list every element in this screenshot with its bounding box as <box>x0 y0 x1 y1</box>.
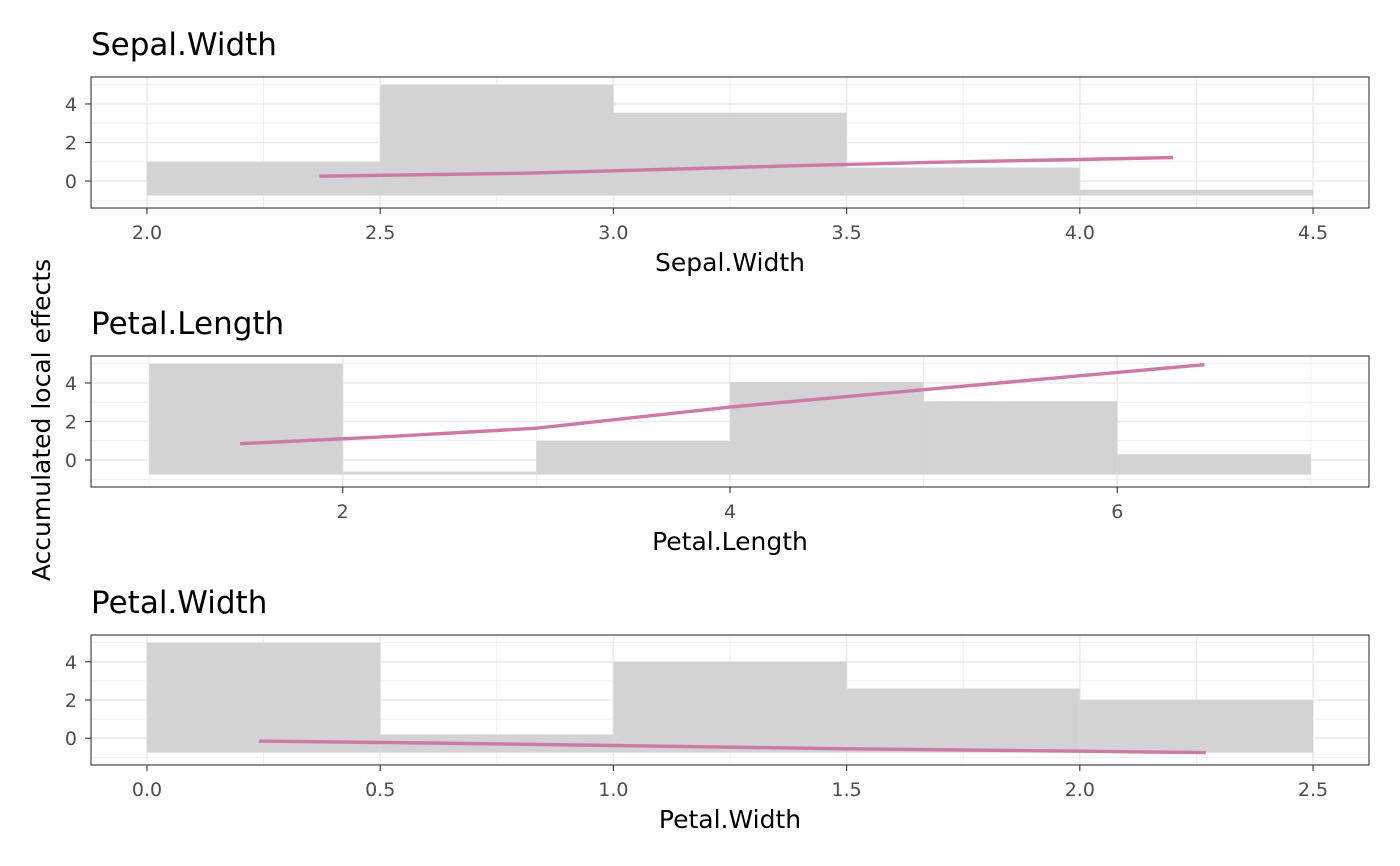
x-tick-label: 0.0 <box>132 779 162 801</box>
ale-line <box>240 363 1205 446</box>
histogram-bar <box>846 167 1080 196</box>
x-tick-label: 6 <box>1111 501 1123 523</box>
y-tick-label: 2 <box>65 412 77 434</box>
y-tick-label: 0 <box>65 450 77 472</box>
panel-1: Sepal.Width 2.0 2.5 3.0 3.5 4.0 4.5 0 2 4 Sepal.Wi… <box>65 27 1370 277</box>
y-tick-label: 0 <box>65 171 77 193</box>
histogram-bar <box>380 84 614 196</box>
ale-line <box>319 155 1174 178</box>
x-tick-label: 4.5 <box>1298 222 1328 244</box>
x-axis-label: Sepal.Width <box>655 248 805 277</box>
x-tick-label: 3.0 <box>598 222 628 244</box>
shared-y-axis-label: Accumulated local effects <box>27 259 56 581</box>
y-tick-label: 4 <box>65 373 77 395</box>
x-tick-label: 1.5 <box>831 779 861 801</box>
x-tick-label: 2.5 <box>1298 779 1328 801</box>
panel-title: Petal.Length <box>91 306 284 342</box>
x-tick-label: 2.0 <box>132 222 162 244</box>
x-tick-label: 2.5 <box>365 222 395 244</box>
panels-container: Sepal.Width 2.0 2.5 3.0 3.5 4.0 4.5 0 2 4 Sepal.Wi… <box>65 27 1370 834</box>
panel-2: Petal.Length 2 4 6 0 2 4 Petal.Length <box>65 306 1370 556</box>
y-tick-label: 2 <box>65 133 77 155</box>
panel-title: Petal.Width <box>91 585 267 621</box>
histogram-bar <box>613 661 847 753</box>
y-tick-label: 0 <box>65 728 77 750</box>
y-tick-label: 2 <box>65 690 77 712</box>
ale-line <box>258 739 1206 755</box>
histogram-bar <box>1079 189 1314 196</box>
histogram-bar <box>149 363 343 475</box>
x-tick-label: 4.0 <box>1065 222 1095 244</box>
x-tick-label: 2.0 <box>1065 779 1095 801</box>
histogram-bar <box>536 440 730 475</box>
x-tick-label: 1.0 <box>598 779 628 801</box>
histogram-bar <box>1079 700 1314 753</box>
histogram-bar <box>342 471 537 475</box>
histogram-bar <box>846 688 1080 753</box>
x-tick-label: 2 <box>337 501 349 523</box>
x-axis-label: Petal.Length <box>652 527 808 556</box>
histogram-bar <box>923 401 1118 475</box>
x-tick-label: 4 <box>724 501 736 523</box>
y-tick-label: 4 <box>65 94 77 116</box>
x-axis-label: Petal.Width <box>659 805 801 834</box>
histogram-bar <box>730 382 924 475</box>
histogram-bar <box>146 161 381 196</box>
x-tick-label: 0.5 <box>365 779 395 801</box>
histogram-bar <box>613 112 847 196</box>
y-tick-label: 4 <box>65 652 77 674</box>
histogram-bar <box>146 642 381 753</box>
x-tick-label: 3.5 <box>831 222 861 244</box>
histogram-bar <box>1117 454 1311 475</box>
panel-3: Petal.Width 0.0 0.5 1.0 1.5 2.0 2.5 0 2 4 Petal.Wi… <box>65 585 1370 834</box>
panel-title: Sepal.Width <box>91 27 277 63</box>
